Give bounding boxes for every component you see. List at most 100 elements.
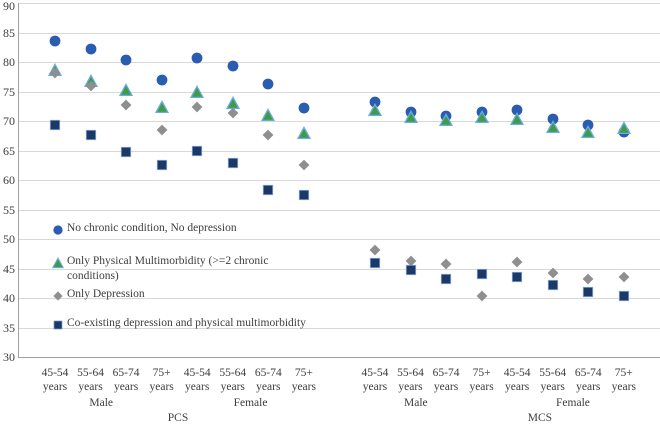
- data-point-triangle: [296, 126, 311, 140]
- x-tick-label: 65-74 years: [564, 366, 612, 394]
- data-point-diamond: [84, 79, 98, 93]
- legend-item: Only Depression: [52, 287, 312, 302]
- legend-label: Co-existing depression and physical mult…: [67, 317, 306, 329]
- gridline: [18, 239, 660, 240]
- x-tick-label-line: 45-54: [183, 367, 211, 379]
- gridline: [18, 62, 660, 63]
- x-tick-label-line: 55-64: [77, 367, 104, 379]
- data-point-diamond: [475, 289, 489, 303]
- data-point-diamond: [617, 270, 631, 284]
- data-point-triangle: [261, 108, 276, 122]
- data-point-triangle: [403, 109, 418, 124]
- x-group-label: PCS: [167, 412, 189, 424]
- data-point-square: [368, 256, 382, 270]
- x-tick-label: 75+ years: [458, 366, 506, 394]
- data-point-circle: [510, 103, 524, 117]
- data-point-diamond: [297, 158, 311, 172]
- data-point-circle: [546, 112, 560, 126]
- x-tick-label: 65-74 years: [244, 366, 292, 394]
- data-point-triangle: [581, 125, 596, 139]
- x-tick-label-line: years: [362, 381, 388, 393]
- x-tick-label-line: years: [540, 381, 565, 393]
- data-point-diamond: [510, 255, 524, 269]
- y-tick-label: 35: [3, 320, 15, 335]
- data-point-square: [617, 289, 631, 303]
- data-point-square: [475, 267, 489, 281]
- data-point-square: [510, 270, 524, 284]
- x-gender-label: Female: [233, 397, 268, 409]
- data-point-square: [119, 145, 133, 159]
- y-tick-label: 90: [3, 0, 15, 13]
- x-tick-label-line: 65-74: [574, 367, 602, 379]
- x-tick-label-line: years: [42, 381, 68, 393]
- x-tick-label-line: years: [185, 381, 210, 393]
- data-point-square: [261, 183, 275, 197]
- data-point-circle: [368, 95, 382, 109]
- x-tick-label: 55-64 years: [209, 366, 257, 394]
- gridline: [18, 3, 660, 4]
- data-point-square: [581, 285, 595, 299]
- x-tick-label: 75+ years: [600, 366, 648, 394]
- x-tick-label-line: 55-64: [219, 367, 247, 379]
- data-point-circle: [84, 42, 98, 56]
- x-tick-label-line: years: [149, 381, 174, 393]
- data-point-square: [297, 188, 311, 202]
- data-point-diamond: [581, 272, 595, 286]
- data-point-triangle: [367, 102, 383, 117]
- legend-item: Only Physical Multimorbidity (>=2 chroni…: [51, 254, 312, 284]
- data-point-triangle: [118, 82, 134, 97]
- data-point-diamond: [155, 123, 169, 137]
- data-point-circle: [226, 59, 240, 73]
- data-point-triangle: [190, 85, 205, 99]
- x-tick-label-line: 45-54: [361, 367, 389, 379]
- data-point-circle: [119, 53, 133, 67]
- y-axis-line: [18, 3, 19, 358]
- x-tick-label-line: years: [469, 381, 494, 393]
- data-point-diamond: [226, 106, 240, 120]
- x-tick-label: 55-64 years: [387, 366, 435, 394]
- gridline: [18, 91, 660, 93]
- x-tick-label-line: years: [256, 381, 281, 393]
- data-point-square: [226, 156, 240, 170]
- legend-label: Only Physical Multimorbidity (>=2 chroni…: [67, 255, 269, 282]
- diamond-legend-icon: [52, 289, 64, 301]
- y-tick-label: 60: [3, 173, 15, 187]
- triangle-legend-icon: [51, 256, 65, 268]
- x-tick-label: 65-74 years: [102, 366, 150, 394]
- x-tick-label-line: 55-64: [539, 367, 567, 379]
- data-point-square: [48, 118, 62, 132]
- gridline: [18, 209, 660, 211]
- x-tick-label-line: years: [113, 381, 139, 393]
- gridline: [18, 121, 660, 122]
- x-tick-label: 55-64 years: [529, 366, 577, 394]
- x-tick-label-line: 55-64: [397, 367, 424, 379]
- data-point-diamond: [368, 243, 382, 257]
- data-point-diamond: [439, 257, 453, 271]
- x-tick-label: 45-54 years: [493, 366, 541, 394]
- y-tick-label: 70: [3, 114, 15, 128]
- data-point-square: [546, 278, 560, 292]
- data-point-triangle: [545, 119, 560, 134]
- gridline: [18, 150, 660, 152]
- x-tick-label: 45-54 years: [351, 366, 399, 394]
- data-point-diamond: [48, 66, 62, 80]
- x-tick-label-line: 65-74: [432, 367, 460, 379]
- x-tick-label-line: years: [611, 381, 636, 393]
- data-point-square: [190, 144, 204, 158]
- x-tick-label: 75+ years: [138, 366, 186, 394]
- data-point-diamond: [190, 100, 204, 114]
- data-point-diamond: [119, 98, 133, 112]
- x-tick-label: 55-64 years: [67, 366, 115, 394]
- data-point-triangle: [510, 112, 525, 126]
- y-tick-label: 85: [3, 25, 15, 40]
- x-tick-label: 65-74 years: [422, 366, 470, 394]
- data-point-diamond: [404, 254, 418, 268]
- gridline: [18, 32, 660, 34]
- data-point-triangle: [474, 110, 489, 124]
- x-tick-label-line: years: [291, 381, 316, 393]
- data-point-triangle: [154, 99, 169, 114]
- x-tick-label-line: years: [78, 381, 103, 393]
- x-tick-label-line: years: [220, 381, 245, 393]
- legend-item: No chronic condition, No depression: [52, 221, 312, 236]
- x-gender-label: Female: [556, 397, 590, 409]
